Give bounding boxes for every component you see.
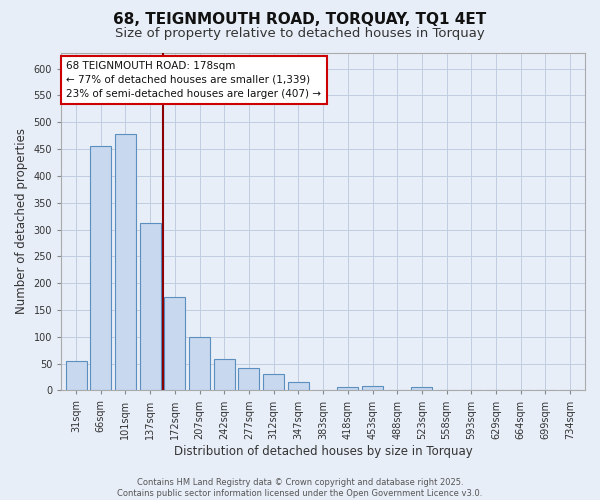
Bar	[189, 337, 210, 390]
Bar	[238, 368, 259, 390]
Bar	[115, 134, 136, 390]
Bar	[214, 360, 235, 390]
Bar	[263, 374, 284, 390]
Bar	[90, 146, 111, 390]
Bar	[362, 386, 383, 390]
Bar	[140, 223, 161, 390]
Y-axis label: Number of detached properties: Number of detached properties	[15, 128, 28, 314]
Bar	[65, 361, 86, 390]
Text: 68 TEIGNMOUTH ROAD: 178sqm
← 77% of detached houses are smaller (1,339)
23% of s: 68 TEIGNMOUTH ROAD: 178sqm ← 77% of deta…	[67, 61, 322, 99]
Text: Contains HM Land Registry data © Crown copyright and database right 2025.
Contai: Contains HM Land Registry data © Crown c…	[118, 478, 482, 498]
Text: Size of property relative to detached houses in Torquay: Size of property relative to detached ho…	[115, 28, 485, 40]
Bar	[164, 296, 185, 390]
Bar	[288, 382, 309, 390]
Text: 68, TEIGNMOUTH ROAD, TORQUAY, TQ1 4ET: 68, TEIGNMOUTH ROAD, TORQUAY, TQ1 4ET	[113, 12, 487, 28]
X-axis label: Distribution of detached houses by size in Torquay: Distribution of detached houses by size …	[174, 444, 472, 458]
Bar	[337, 386, 358, 390]
Bar	[412, 387, 433, 390]
